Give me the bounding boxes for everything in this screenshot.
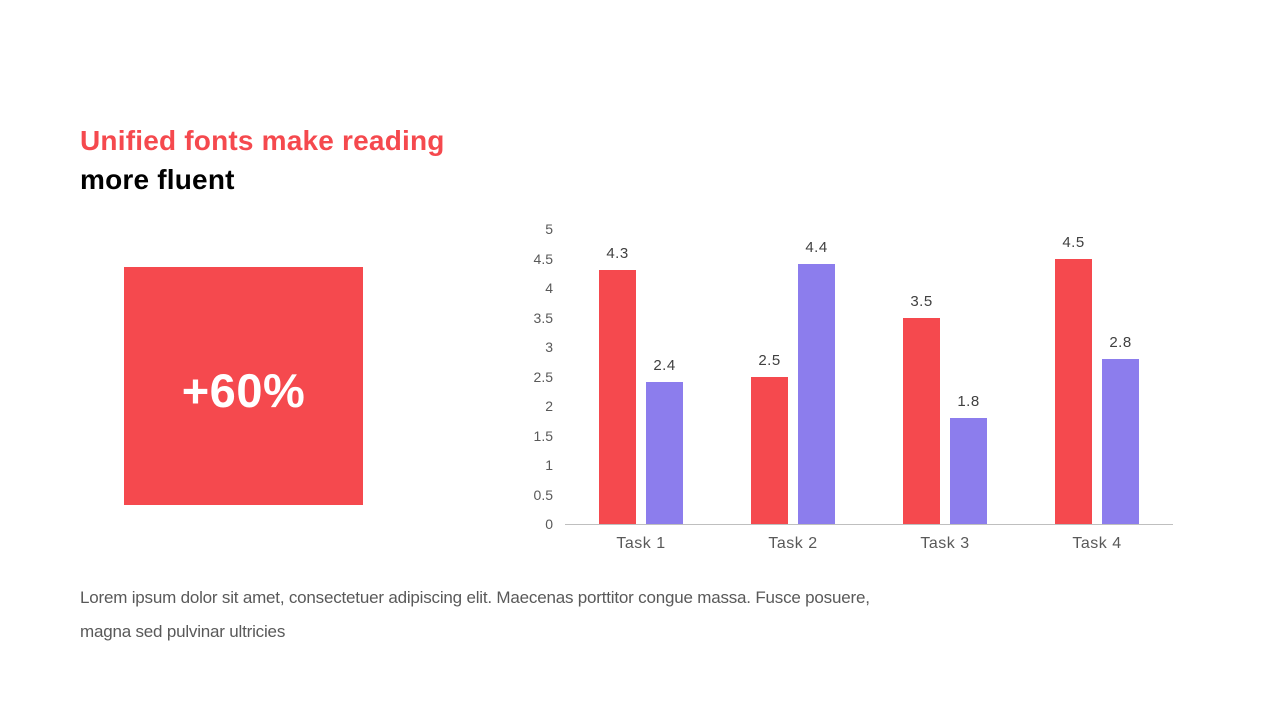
y-axis-tick-label: 5: [545, 221, 553, 237]
bar-value-label: 2.4: [653, 357, 676, 375]
x-axis-line: [565, 524, 1173, 525]
purple-series-bar: [1102, 358, 1139, 524]
x-axis-category-label: Task 3: [920, 535, 970, 552]
y-axis-tick-label: 1.5: [533, 427, 553, 444]
body-text: Lorem ipsum dolor sit amet, consectetuer…: [80, 588, 870, 641]
red-series-bar: [1055, 258, 1092, 524]
highlight-box: +60%: [124, 267, 363, 505]
y-axis-tick-label: 0.5: [533, 486, 553, 503]
slide-title-line2: more fluent: [80, 164, 235, 195]
purple-series-bar: [798, 264, 835, 524]
x-axis-category-label: Task 4: [1072, 535, 1122, 552]
y-axis-tick-label: 4: [545, 280, 553, 296]
bar-value-label: 2.8: [1109, 333, 1132, 351]
y-axis-tick-label: 3: [545, 339, 553, 355]
red-series-bar: [599, 270, 636, 524]
red-series-bar: [751, 376, 788, 524]
slide-title: Unified fonts make reading more fluent: [80, 121, 445, 199]
purple-series-bar: [646, 382, 683, 524]
red-series-bar: [903, 317, 940, 524]
y-axis-tick-label: 0: [545, 516, 553, 532]
bar-value-label: 4.4: [805, 239, 828, 257]
slide-title-line1: Unified fonts make reading: [80, 125, 445, 156]
y-axis-tick-label: 4.5: [533, 250, 553, 267]
y-axis-tick-label: 3.5: [533, 309, 553, 326]
y-axis-tick-label: 2.5: [533, 368, 553, 385]
bar-value-label: 4.5: [1062, 233, 1085, 251]
y-axis-tick-label: 1: [545, 457, 553, 473]
bar-value-label: 1.8: [957, 392, 980, 410]
bar-chart: 0 0.5 1 1.5 2 2.5 3 3.5 4 4.5 5 4.3 2.4 Task 1 2.5 4.4 T…: [500, 214, 1200, 564]
bar-value-label: 4.3: [606, 245, 629, 263]
bar-value-label: 2.5: [758, 351, 781, 369]
bar-value-label: 3.5: [910, 292, 933, 310]
y-axis-tick-label: 2: [545, 398, 553, 414]
highlight-value: +60%: [181, 363, 306, 417]
x-axis-category-label: Task 1: [616, 535, 666, 552]
x-axis-category-label: Task 2: [768, 535, 818, 552]
purple-series-bar: [950, 417, 987, 524]
